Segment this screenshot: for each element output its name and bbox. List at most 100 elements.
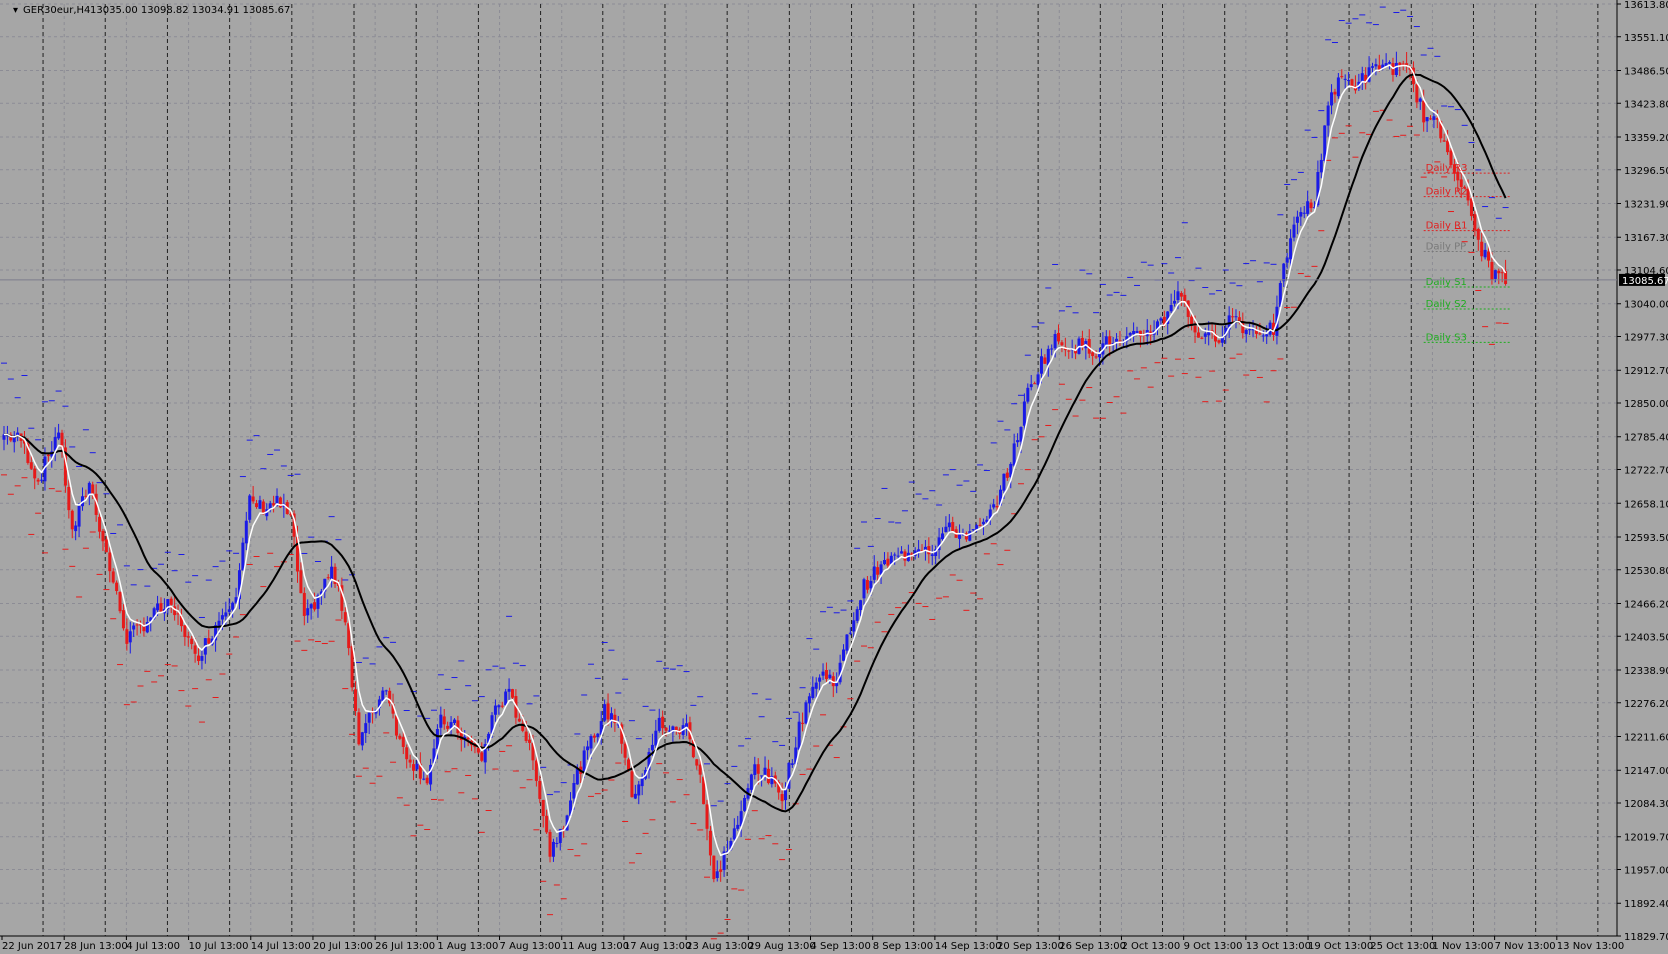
candle-bull bbox=[214, 625, 218, 641]
candle-bull bbox=[1036, 374, 1040, 385]
candle-bear bbox=[927, 546, 931, 555]
candle-bull bbox=[667, 730, 671, 732]
candle-bull bbox=[975, 525, 979, 530]
candle-bear bbox=[1459, 179, 1463, 187]
candle-bear bbox=[1456, 171, 1460, 181]
candle-bull bbox=[917, 549, 921, 553]
candle-bull bbox=[422, 778, 426, 780]
candle-bull bbox=[828, 674, 832, 679]
candle-bear bbox=[278, 497, 282, 508]
candle-bull bbox=[596, 733, 600, 738]
candle-bull bbox=[309, 604, 313, 609]
header-arrow-icon[interactable]: ▾ bbox=[13, 5, 18, 16]
candle-bull bbox=[763, 767, 767, 775]
candle-bull bbox=[893, 554, 897, 556]
fast-moving-average-line bbox=[4, 64, 1507, 857]
y-tick-label: 13040.00 bbox=[1624, 300, 1668, 311]
candle-bull bbox=[1155, 321, 1159, 330]
candle-bear bbox=[702, 776, 706, 805]
candle-bull bbox=[1360, 73, 1364, 83]
candle-bear bbox=[766, 768, 770, 784]
candle-bear bbox=[1463, 186, 1467, 188]
candle-bear bbox=[620, 724, 624, 744]
candle-bull bbox=[616, 724, 620, 726]
candle-bear bbox=[272, 503, 276, 506]
y-tick-label: 12338.90 bbox=[1624, 666, 1668, 677]
candle-bear bbox=[169, 598, 173, 605]
candle-bear bbox=[289, 514, 293, 516]
candle-bear bbox=[350, 646, 354, 688]
candle-bull bbox=[323, 578, 327, 592]
candle-bull bbox=[1173, 300, 1177, 304]
candle-bull bbox=[1224, 327, 1228, 336]
slow-moving-average-line bbox=[4, 73, 1507, 813]
x-tick-label: 9 Oct 13:00 bbox=[1184, 941, 1243, 952]
candle-bull bbox=[1207, 332, 1211, 336]
candle-bear bbox=[142, 626, 146, 632]
candle-bull bbox=[889, 555, 893, 565]
candle-bull bbox=[1388, 62, 1392, 64]
candle-bear bbox=[394, 715, 398, 736]
candle-bear bbox=[1005, 472, 1009, 478]
x-tick-label: 20 Sep 13:00 bbox=[997, 941, 1064, 952]
candle-bull bbox=[152, 608, 156, 619]
candle-bull bbox=[1128, 332, 1132, 336]
candle-bear bbox=[186, 636, 190, 638]
candle-bull bbox=[985, 519, 989, 523]
candle-bull bbox=[1374, 64, 1378, 67]
candle-bear bbox=[459, 731, 463, 741]
candle-bear bbox=[951, 522, 955, 531]
candle-bull bbox=[814, 682, 818, 689]
candle-bear bbox=[1446, 140, 1450, 153]
candle-bull bbox=[770, 776, 774, 785]
candle-bear bbox=[1214, 334, 1218, 342]
candle-bull bbox=[760, 775, 764, 777]
candle-bear bbox=[391, 704, 395, 714]
candle-bull bbox=[1203, 333, 1207, 337]
candle-bear bbox=[1057, 332, 1061, 342]
candle-bull bbox=[937, 537, 941, 551]
pivot-level-labels: Daily R3 Daily R2 Daily R1 Daily PP Daily S1… bbox=[1426, 163, 1468, 343]
candle-bull bbox=[609, 713, 613, 722]
candle-bear bbox=[524, 731, 528, 741]
candle-bull bbox=[1483, 249, 1487, 258]
y-tick-label: 12466.20 bbox=[1624, 599, 1668, 610]
y-tick-label: 11829.70 bbox=[1624, 932, 1668, 943]
candle-bull bbox=[968, 531, 972, 541]
candle-bull bbox=[12, 437, 16, 443]
candle-bear bbox=[22, 440, 26, 444]
candle-bear bbox=[456, 720, 460, 734]
candle-bear bbox=[176, 613, 180, 615]
candle-bear bbox=[691, 739, 695, 758]
candle-bull bbox=[821, 671, 825, 676]
candle-bull bbox=[1343, 78, 1347, 80]
candle-bear bbox=[29, 462, 33, 469]
candle-bull bbox=[835, 682, 839, 687]
candle-bull bbox=[1039, 356, 1043, 374]
x-tick-label: 29 Aug 13:00 bbox=[748, 941, 815, 952]
candle-bull bbox=[1046, 348, 1050, 366]
candle-bear bbox=[698, 764, 702, 775]
candle-bear bbox=[125, 629, 129, 644]
candle-bull bbox=[650, 744, 654, 751]
candle-bear bbox=[480, 752, 484, 761]
candle-bull bbox=[132, 625, 136, 630]
candle-bear bbox=[398, 735, 402, 739]
candle-bear bbox=[1469, 198, 1473, 217]
candle-bear bbox=[1500, 272, 1504, 274]
candle-bull bbox=[248, 495, 252, 520]
candle-bull bbox=[1009, 463, 1013, 478]
candle-bear bbox=[978, 524, 982, 526]
pivot-level-label: Daily S1 bbox=[1426, 277, 1467, 288]
candle-bull bbox=[818, 677, 822, 682]
candle-bear bbox=[183, 625, 187, 637]
candle-bull bbox=[53, 437, 57, 451]
candle-bull bbox=[237, 570, 241, 600]
y-tick-label: 12019.70 bbox=[1624, 833, 1668, 844]
candle-bull bbox=[797, 721, 801, 750]
candle-bear bbox=[84, 495, 88, 497]
x-tick-label: 26 Jul 13:00 bbox=[375, 941, 435, 952]
candle-bull bbox=[268, 503, 272, 510]
